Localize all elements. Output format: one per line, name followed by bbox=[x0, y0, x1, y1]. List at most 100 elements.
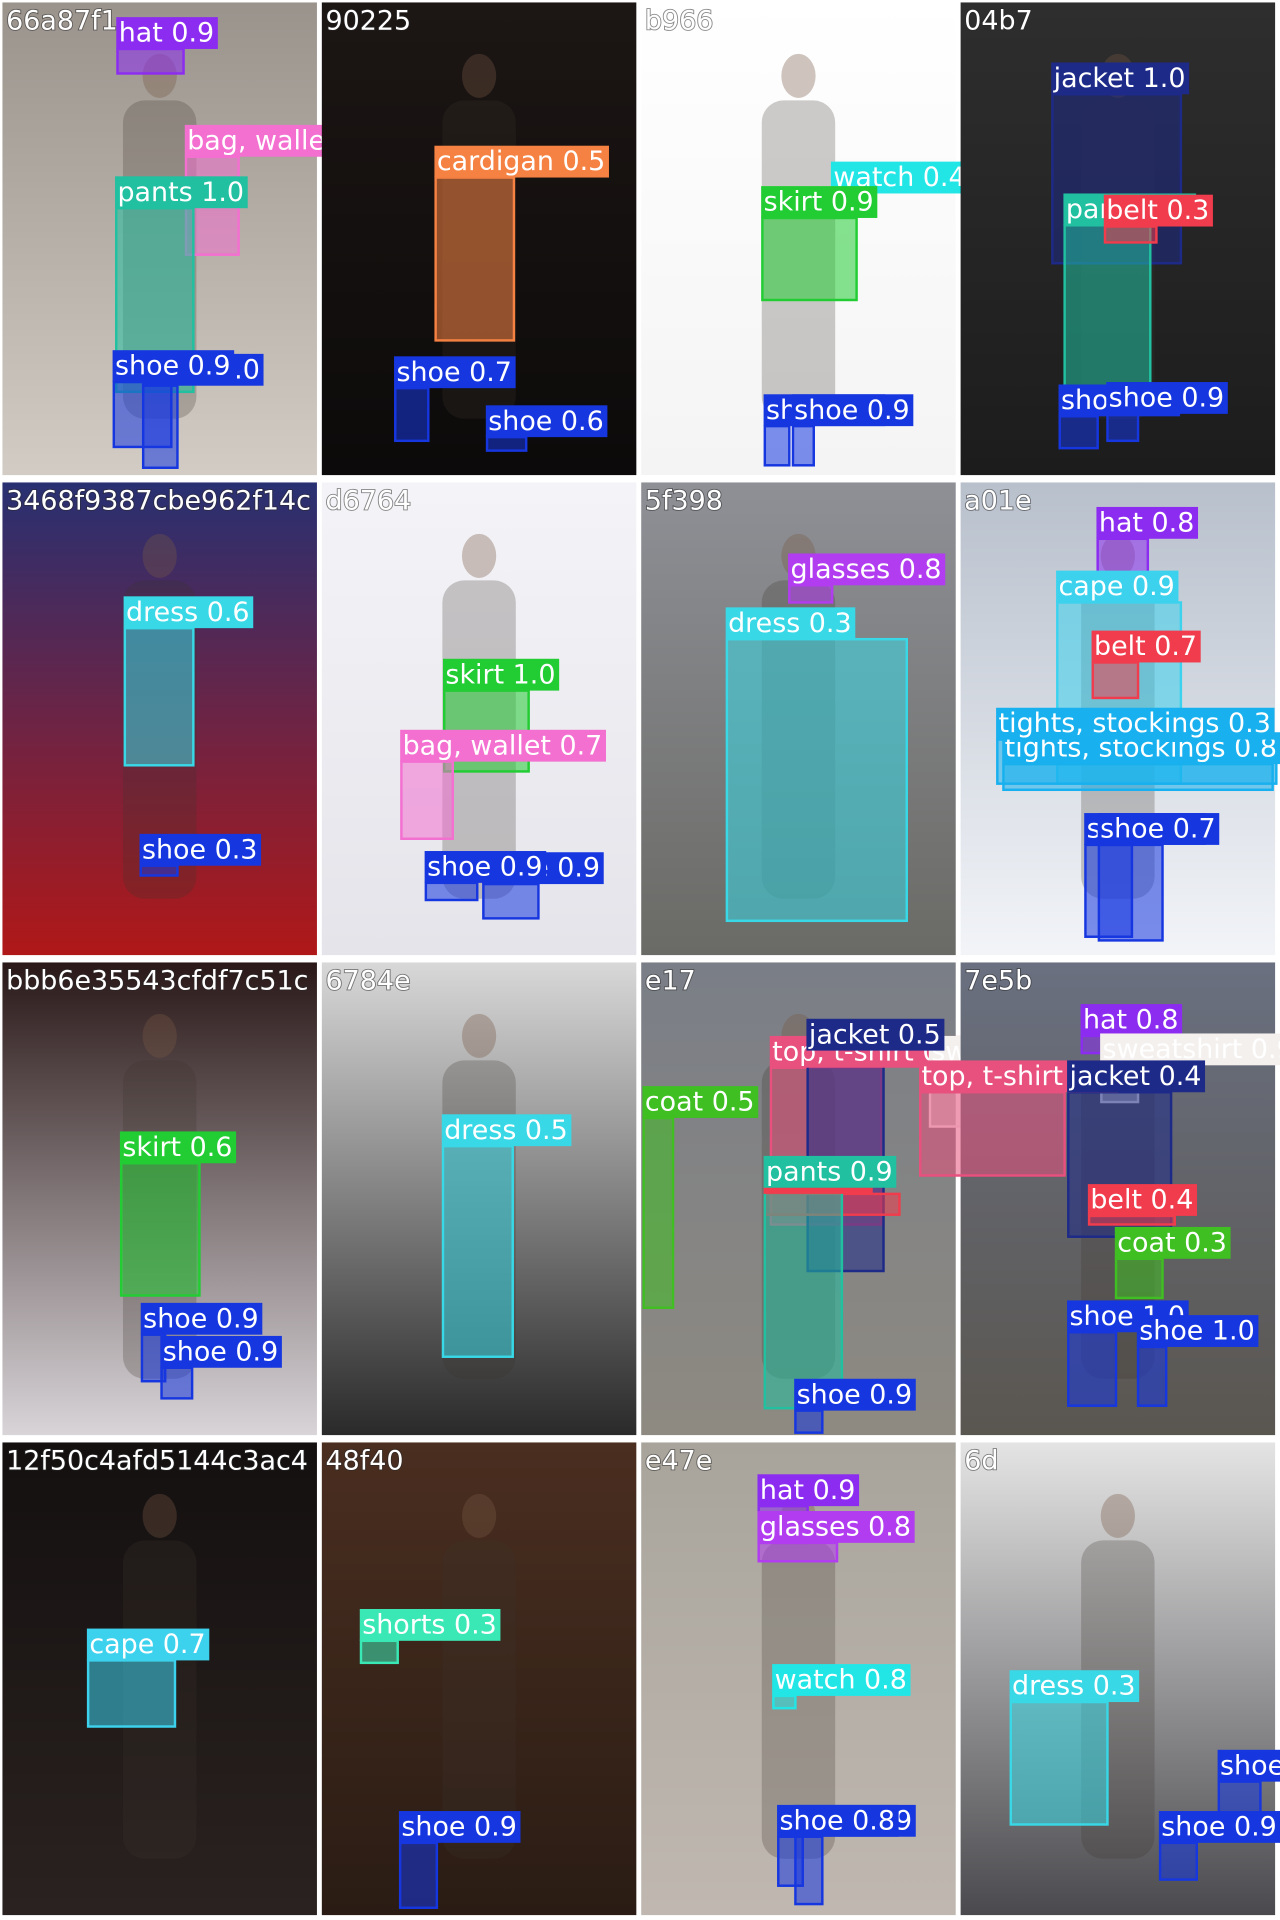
label-text: skirt 1.0 bbox=[445, 659, 555, 690]
label-background bbox=[1106, 382, 1228, 414]
label-text: hat 0.9 bbox=[119, 18, 214, 49]
label-background bbox=[725, 607, 856, 640]
label-text: glasses 0.8 bbox=[760, 1512, 911, 1543]
label-text: glasses 0.8 bbox=[791, 554, 942, 585]
label-background bbox=[791, 394, 914, 427]
mask bbox=[920, 1092, 1065, 1176]
detection-label: belt 0.4 bbox=[1087, 1184, 1198, 1216]
person-head bbox=[461, 1493, 497, 1538]
mask bbox=[1097, 538, 1148, 576]
mask bbox=[141, 1334, 166, 1382]
detection-label: shoe 0.8 bbox=[1217, 1749, 1280, 1782]
label-text: shoe 0.9 bbox=[1109, 383, 1224, 414]
label-background bbox=[359, 1608, 501, 1641]
label-background bbox=[139, 833, 262, 866]
detection-label: jacket 0.4 bbox=[1067, 1060, 1206, 1093]
mask bbox=[1098, 844, 1163, 941]
detection-label: shoe 0.9 bbox=[794, 1378, 916, 1411]
label-text: dress 0.5 bbox=[444, 1115, 568, 1146]
detection-label: pants 1.0 bbox=[115, 176, 248, 209]
label-background bbox=[763, 1155, 897, 1188]
mask bbox=[1059, 416, 1098, 449]
label-background bbox=[1091, 630, 1201, 663]
bounding-box bbox=[788, 584, 834, 604]
detection-label: shoe 0.7 bbox=[394, 356, 516, 389]
label-background bbox=[160, 1335, 282, 1368]
label-background bbox=[434, 145, 609, 178]
label-background bbox=[400, 729, 606, 762]
mask bbox=[161, 1367, 193, 1399]
detection-label: shoe 0.9 bbox=[140, 1302, 263, 1335]
person-body bbox=[761, 1540, 836, 1859]
label-text: coat 0.3 bbox=[1117, 1227, 1227, 1258]
person-head bbox=[781, 53, 816, 98]
mask bbox=[789, 585, 833, 603]
tile: cardigan 0.5 shoe 0.7 shoe 0.6 90225 bbox=[321, 2, 637, 476]
filename: d6764 bbox=[326, 485, 412, 516]
label-background bbox=[398, 1811, 521, 1843]
label-text: shoe 0.6 bbox=[488, 406, 603, 437]
mask bbox=[487, 437, 527, 451]
label-text: coat 0.5 bbox=[645, 1087, 755, 1118]
label-text: hat 0.8 bbox=[1083, 1005, 1178, 1036]
label-text: shoe 0.7 bbox=[1100, 814, 1215, 845]
label-text: skirt 0.6 bbox=[122, 1132, 232, 1163]
label-text: shoe 0.3 bbox=[142, 834, 257, 865]
detection-label: shoe 0.8 bbox=[777, 1804, 899, 1837]
mask bbox=[88, 1660, 175, 1727]
tile: cape 0.7 12f50c4afd5144c3ac4 bbox=[2, 1442, 317, 1916]
label-background bbox=[485, 405, 608, 438]
label-background bbox=[86, 1628, 210, 1661]
mask bbox=[442, 1146, 513, 1357]
label-background bbox=[1056, 570, 1179, 603]
detection-label: bag, wallet 0.7 bbox=[400, 729, 606, 762]
label-text: shoe 0.9 bbox=[427, 852, 542, 883]
label-background bbox=[115, 176, 248, 209]
detection-label: glasses 0.8 bbox=[788, 553, 946, 586]
detection-label: cardigan 0.5 bbox=[434, 145, 609, 178]
filename: 6d bbox=[964, 1445, 998, 1476]
person-head bbox=[461, 533, 497, 578]
label-background bbox=[1051, 62, 1190, 95]
label-text: tights, stockings 0.3 bbox=[999, 708, 1271, 739]
label-text: shoe 0.9 bbox=[401, 1812, 516, 1843]
mask bbox=[1160, 1842, 1197, 1880]
mask bbox=[762, 217, 857, 300]
filename: e47e bbox=[645, 1445, 712, 1476]
filename: 7e5b bbox=[964, 965, 1032, 996]
filename: e17 bbox=[645, 965, 696, 996]
detection-label: shoe 0.9 bbox=[1158, 1811, 1280, 1843]
detection-label: skirt 0.6 bbox=[119, 1131, 237, 1164]
mask bbox=[792, 426, 814, 466]
label-text: skirt 0.9 bbox=[764, 187, 874, 218]
detection-label: shoe 0.6 bbox=[485, 405, 608, 438]
label-background bbox=[1067, 1060, 1206, 1093]
tile: dress 0.5 6784e bbox=[321, 962, 637, 1436]
mask bbox=[1105, 226, 1157, 243]
label-background bbox=[112, 350, 235, 383]
label-text: shoe 0.9 bbox=[143, 1303, 258, 1334]
label-background bbox=[123, 596, 254, 629]
detection-label: shoe 0.7 bbox=[1097, 813, 1220, 845]
label-text: shoe 0.8 bbox=[1220, 1750, 1280, 1781]
detection-label: glasses 0.8 bbox=[757, 1511, 915, 1543]
label-text: cardigan 0.5 bbox=[437, 146, 605, 177]
label-background bbox=[1080, 1004, 1183, 1036]
label-text: shoe 1.0 bbox=[1139, 1316, 1254, 1347]
mask bbox=[1116, 1258, 1163, 1298]
detection-label: hat 0.8 bbox=[1096, 506, 1199, 539]
label-background bbox=[1096, 506, 1199, 539]
label-background bbox=[788, 553, 946, 586]
label-background bbox=[757, 1511, 915, 1543]
mask bbox=[1107, 413, 1139, 441]
person-head bbox=[142, 1493, 177, 1538]
filename: a01e bbox=[964, 485, 1031, 516]
mask bbox=[726, 639, 907, 921]
person-head bbox=[142, 1013, 177, 1058]
label-text: shoe 0.7 bbox=[396, 357, 511, 388]
mask bbox=[1010, 1702, 1108, 1825]
